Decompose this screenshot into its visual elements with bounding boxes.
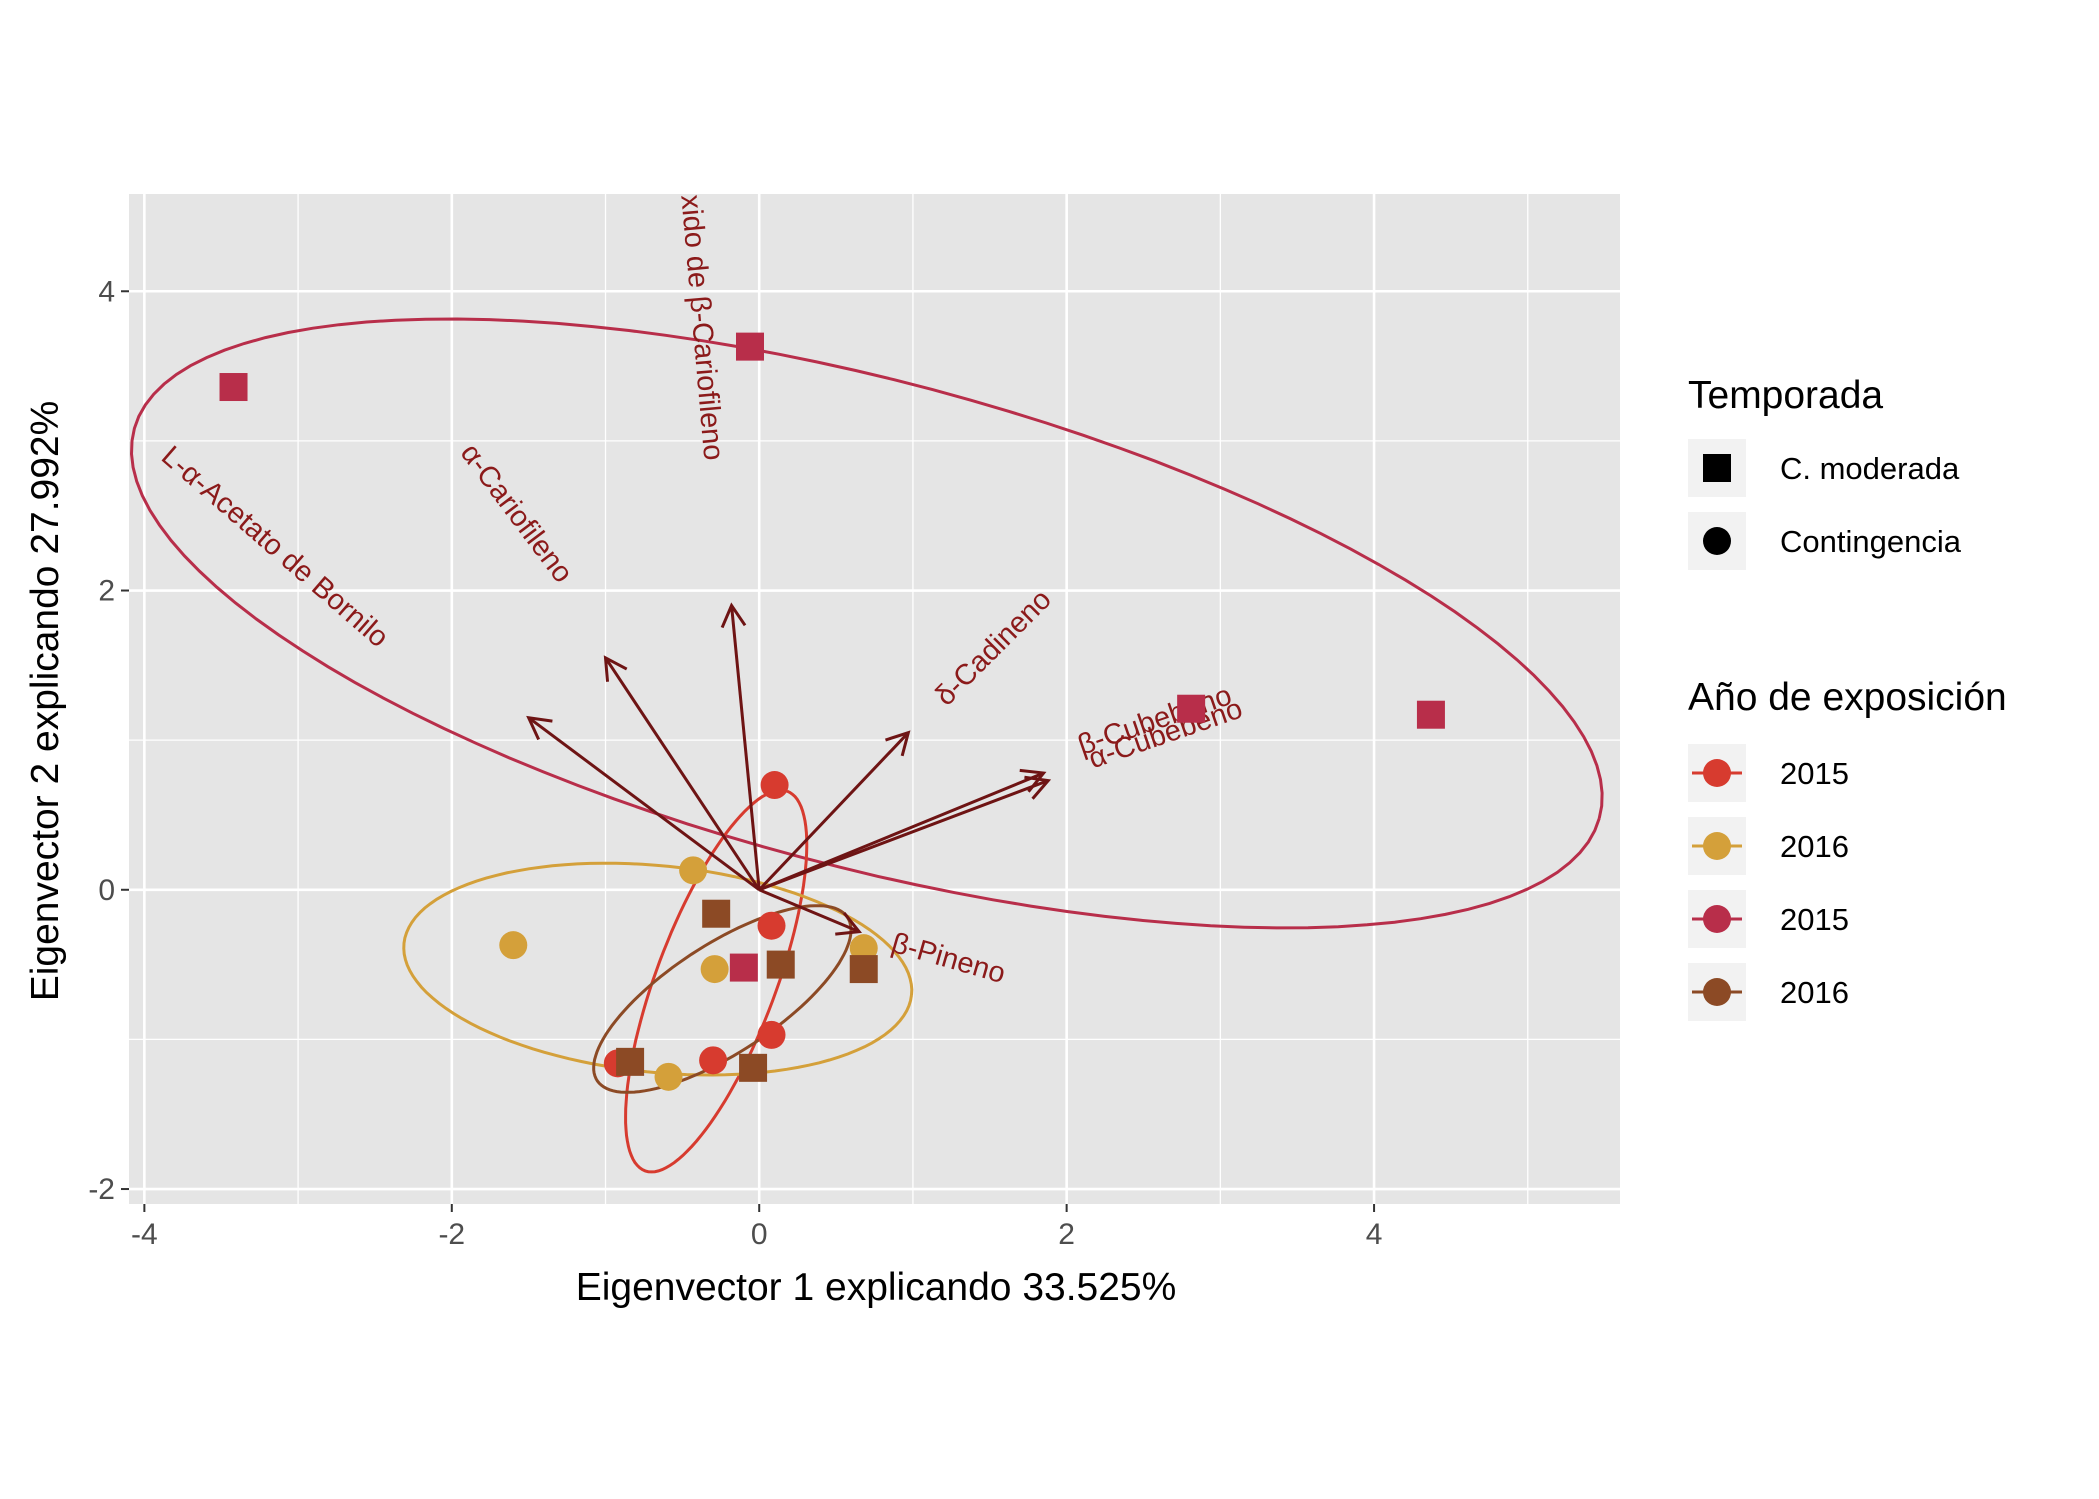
vector-line bbox=[730, 605, 761, 890]
point-square bbox=[739, 1053, 768, 1082]
y-tick-label: -2 bbox=[88, 1173, 115, 1206]
point-circle bbox=[700, 955, 729, 984]
loading-vectors bbox=[526, 602, 1052, 936]
point-square bbox=[735, 332, 764, 361]
ellipse bbox=[129, 317, 1604, 930]
point-circle bbox=[499, 931, 528, 960]
legend-label: 2016 bbox=[1780, 829, 1849, 864]
vector-arrowhead bbox=[835, 911, 863, 936]
point-square bbox=[702, 899, 731, 928]
legend-circle-icon bbox=[1703, 527, 1731, 555]
point-square bbox=[1177, 694, 1206, 723]
point-circle bbox=[679, 856, 708, 885]
legend-circle-icon bbox=[1703, 978, 1731, 1006]
point-square bbox=[729, 953, 758, 982]
data-points bbox=[219, 332, 1445, 1091]
legend-label: C. moderada bbox=[1780, 451, 1960, 486]
point-circle bbox=[699, 1046, 728, 1075]
grid-major bbox=[129, 194, 1620, 1204]
vector-arrowhead bbox=[526, 715, 553, 741]
legend: Temporada C. moderada Contingencia Año de… bbox=[1688, 374, 2007, 1021]
vector-line bbox=[527, 716, 761, 891]
point-circle bbox=[654, 1062, 683, 1091]
point-square bbox=[616, 1047, 645, 1076]
point-circle bbox=[760, 771, 789, 800]
y-tick-label: 2 bbox=[98, 575, 115, 608]
point-square bbox=[1416, 700, 1445, 729]
axis-ticks: -4 -2 0 2 4 -2 0 2 4 bbox=[88, 275, 1382, 1251]
x-axis-title: Eigenvector 1 explicando 33.525% bbox=[576, 1266, 1177, 1309]
color-legend-items: 2015 2016 2015 2016 bbox=[1688, 744, 1849, 1021]
y-axis-title: Eigenvector 2 explicando 27.992% bbox=[24, 401, 67, 1002]
shape-legend-items: C. moderada Contingencia bbox=[1688, 439, 1962, 570]
point-square bbox=[766, 950, 795, 979]
legend-circle-icon bbox=[1703, 832, 1731, 860]
point-square bbox=[849, 955, 878, 984]
vector-line bbox=[758, 888, 860, 934]
vector-arrowhead bbox=[603, 655, 628, 682]
x-tick-label: -2 bbox=[438, 1218, 465, 1251]
legend-label: 2015 bbox=[1780, 756, 1849, 791]
x-tick-label: 0 bbox=[751, 1218, 768, 1251]
legend-circle-icon bbox=[1703, 905, 1731, 933]
vector-line bbox=[758, 731, 910, 891]
legend-label: 2015 bbox=[1780, 902, 1849, 937]
legend-label: 2016 bbox=[1780, 975, 1849, 1010]
y-tick-label: 0 bbox=[98, 874, 115, 907]
ellipse bbox=[402, 861, 914, 1077]
point-circle bbox=[757, 911, 786, 940]
ellipse bbox=[592, 904, 853, 1094]
legend-circle-icon bbox=[1703, 759, 1731, 787]
vector-line bbox=[604, 657, 761, 891]
x-tick-label: 4 bbox=[1366, 1218, 1383, 1251]
shape-legend-title: Temporada bbox=[1688, 374, 1883, 417]
vector-arrowhead bbox=[885, 730, 911, 757]
grid-minor bbox=[129, 194, 1620, 1204]
color-legend-title: Año de exposición bbox=[1688, 676, 2007, 719]
vector-arrowhead bbox=[1024, 775, 1052, 800]
legend-square-icon bbox=[1703, 454, 1731, 482]
vector-arrowhead bbox=[720, 602, 747, 629]
x-tick-label: -4 bbox=[131, 1218, 158, 1251]
point-circle bbox=[757, 1020, 786, 1049]
point-square bbox=[219, 373, 248, 402]
vector-line bbox=[758, 779, 1049, 892]
y-tick-label: 4 bbox=[98, 275, 115, 308]
plot-panel bbox=[129, 194, 1620, 1204]
legend-label: Contingencia bbox=[1780, 524, 1962, 559]
x-tick-label: 2 bbox=[1058, 1218, 1075, 1251]
